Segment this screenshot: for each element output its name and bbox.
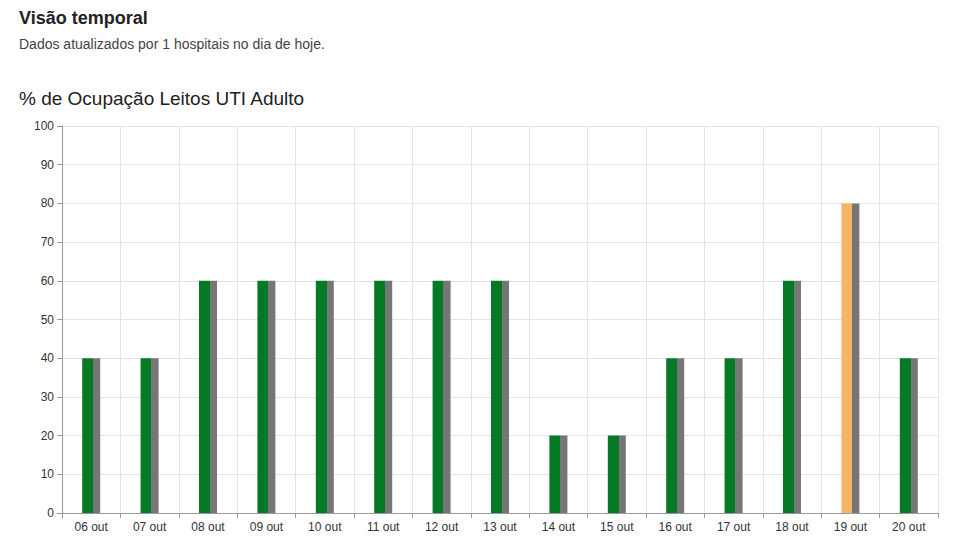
svg-text:Dados atualizados por 1 hospit: Dados atualizados por 1 hospitais no dia… [19,36,325,52]
svg-text:10: 10 [41,467,55,481]
svg-text:50: 50 [41,313,55,327]
svg-text:07 out: 07 out [133,520,167,534]
svg-text:18 out: 18 out [775,520,809,534]
svg-text:10 out: 10 out [308,520,342,534]
svg-text:40: 40 [41,351,55,365]
svg-text:06 out: 06 out [75,520,109,534]
svg-text:Visão temporal: Visão temporal [19,8,148,28]
svg-text:60: 60 [41,274,55,288]
svg-text:16 out: 16 out [659,520,693,534]
svg-text:14 out: 14 out [542,520,576,534]
svg-text:100: 100 [34,119,54,133]
svg-text:15 out: 15 out [600,520,634,534]
svg-text:70: 70 [41,235,55,249]
svg-text:20: 20 [41,429,55,443]
svg-text:11 out: 11 out [367,520,400,534]
svg-text:20 out: 20 out [892,520,926,534]
svg-text:19 out: 19 out [834,520,868,534]
svg-text:13 out: 13 out [483,520,517,534]
svg-text:08 out: 08 out [191,520,225,534]
svg-text:17 out: 17 out [717,520,751,534]
svg-text:80: 80 [41,196,55,210]
svg-text:09 out: 09 out [250,520,284,534]
svg-text:% de Ocupação Leitos UTI Adult: % de Ocupação Leitos UTI Adulto [19,88,304,109]
svg-text:90: 90 [41,158,55,172]
svg-text:12 out: 12 out [425,520,459,534]
svg-text:0: 0 [47,506,54,520]
svg-text:30: 30 [41,390,55,404]
